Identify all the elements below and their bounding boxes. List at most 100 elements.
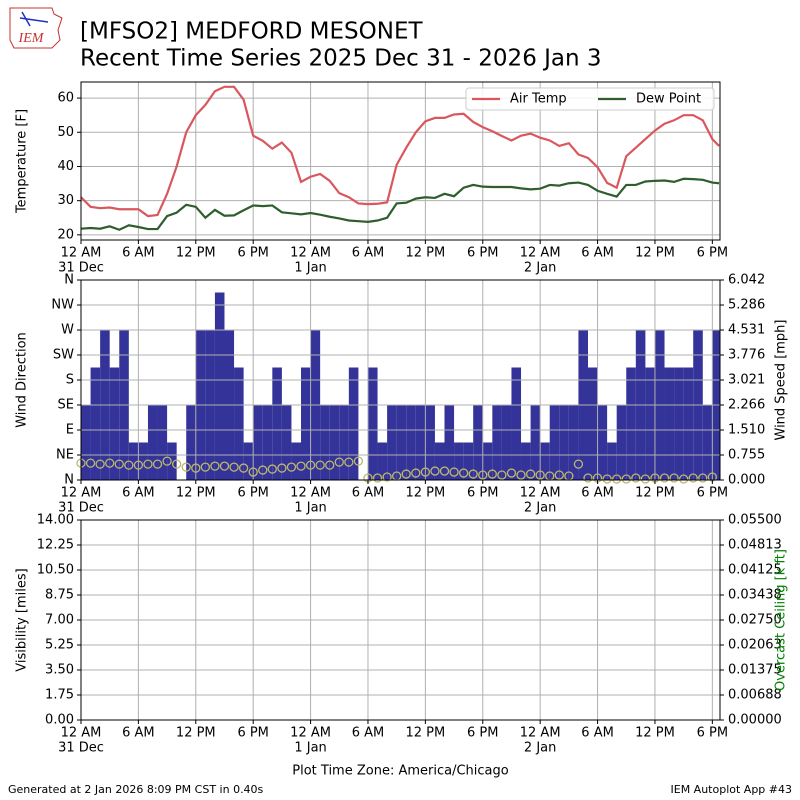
y2-tick-label: 0.02063 [728, 638, 782, 653]
speed-marker [334, 457, 344, 467]
speed-marker [535, 470, 545, 480]
direction-bar [616, 405, 627, 480]
direction-bar [492, 405, 502, 480]
speed-marker [181, 462, 191, 472]
direction-bar [463, 442, 474, 480]
speed-marker [162, 456, 172, 466]
series-line [80, 177, 720, 231]
direction-bar [473, 405, 483, 480]
logo-text: IEM [18, 31, 45, 46]
x-tick-label: 12 PM [406, 486, 446, 501]
direction-bar [674, 367, 684, 480]
speed-marker [315, 460, 325, 470]
speed-marker [248, 467, 258, 477]
y-tick-label: S [66, 373, 74, 388]
x-tick-label: 12 AM [61, 486, 102, 501]
y-tick-label: 1.75 [45, 688, 74, 703]
speed-marker [688, 473, 698, 483]
x-tick-label: 12 PM [176, 246, 216, 261]
plot-under [81, 292, 720, 480]
speed-marker [497, 470, 507, 480]
direction-bar [167, 442, 177, 480]
x-tick-label: 6 PM [467, 486, 498, 501]
x-tick-label: 6 AM [122, 726, 155, 741]
direction-bar [454, 442, 464, 480]
x-tick-label: 12 AM [520, 726, 561, 741]
direction-bar [530, 405, 541, 480]
y-tick-label: 0.00 [45, 713, 74, 728]
y2-tick-label: 0.755 [728, 448, 765, 463]
legend-box [465, 87, 715, 111]
direction-bar [387, 405, 397, 480]
x-tick-label: 6 PM [467, 726, 498, 741]
speed-marker [401, 469, 411, 479]
speed-marker [191, 463, 201, 473]
x-date-label: 31 Dec [58, 261, 104, 276]
x-tick-label: 6 AM [581, 246, 614, 261]
plot-frame [80, 519, 721, 721]
speed-marker [525, 469, 536, 479]
speed-marker [487, 469, 497, 479]
direction-bar [587, 367, 598, 480]
x-tick-label: 12 AM [61, 726, 102, 741]
series-line [80, 85, 720, 218]
y-tick-label: 60 [57, 91, 74, 106]
y2-tick-label: 0.04813 [728, 538, 782, 553]
direction-bar [157, 405, 168, 480]
speed-marker [286, 462, 297, 472]
y2-axis-label: Overcast Ceiling [k ft] [774, 549, 789, 691]
direction-bar [511, 367, 522, 480]
direction-bar [301, 367, 311, 480]
x-date-label: 1 Jan [294, 741, 326, 756]
direction-bar [501, 405, 512, 480]
speed-marker [602, 474, 612, 484]
x-axis-label: Plot Time Zone: America/Chicago [292, 764, 508, 779]
y2-tick-label: 0.01375 [728, 663, 782, 678]
y-axis-label: Visibility [miles] [15, 568, 30, 671]
direction-bar [702, 405, 713, 480]
speed-marker [143, 459, 153, 469]
x-date-label: 1 Jan [294, 261, 326, 276]
speed-marker [659, 473, 670, 483]
x-tick-label: 12 AM [290, 486, 331, 501]
direction-bar [339, 405, 349, 480]
y2-tick-label: 0.04125 [728, 563, 782, 578]
y-tick-label: 14.00 [37, 513, 74, 528]
direction-bar [406, 405, 416, 480]
speed-marker [296, 461, 306, 471]
y-axis-label: Temperature [F] [15, 109, 30, 214]
y-tick-label: N [64, 473, 74, 488]
direction-bar [425, 405, 435, 480]
speed-marker [95, 459, 105, 469]
direction-bar [415, 405, 426, 480]
y-tick-label: 5.25 [45, 638, 74, 653]
direction-bar [626, 367, 636, 480]
y-axis-label: Wind Direction [15, 332, 30, 428]
speed-marker [449, 467, 459, 477]
y-tick-label: 8.75 [45, 588, 74, 603]
speed-marker [621, 474, 631, 484]
direction-bar [291, 442, 302, 480]
direction-bar [138, 442, 148, 480]
speed-marker [267, 464, 277, 474]
direction-bar [482, 442, 493, 480]
direction-bar [549, 405, 560, 480]
direction-bar [281, 405, 292, 480]
x-tick-label: 6 AM [352, 486, 385, 501]
speed-marker [305, 460, 316, 470]
direction-bar [243, 442, 254, 480]
direction-bar [234, 367, 244, 480]
direction-bar [664, 367, 675, 480]
speed-marker [640, 474, 651, 484]
plot-over [76, 456, 717, 484]
chart-subtitle: Recent Time Series 2025 Dec 31 - 2026 Ja… [80, 46, 602, 72]
x-date-label: 2 Jan [524, 261, 556, 276]
speed-marker [468, 469, 478, 479]
x-tick-label: 6 AM [122, 246, 155, 261]
direction-bar [597, 405, 608, 480]
x-tick-label: 12 PM [635, 246, 675, 261]
y2-tick-label: 6.042 [728, 273, 765, 288]
direction-bar [559, 405, 569, 480]
direction-bar [645, 367, 655, 480]
